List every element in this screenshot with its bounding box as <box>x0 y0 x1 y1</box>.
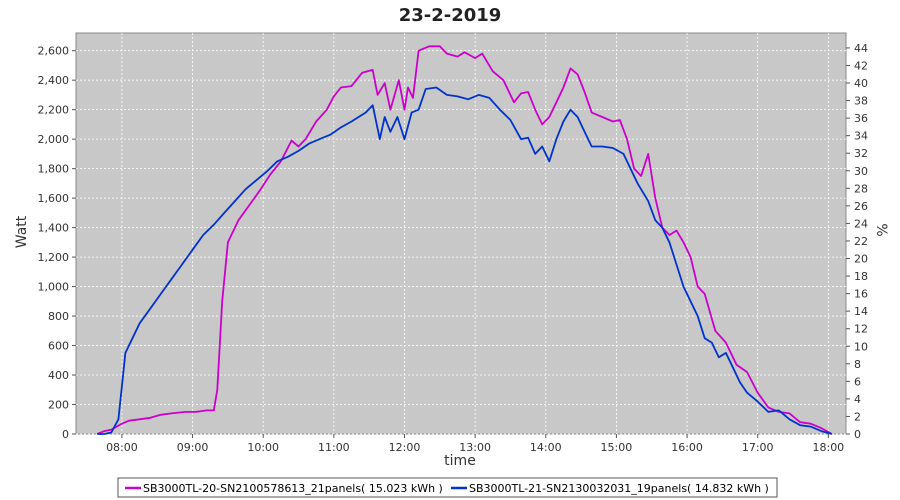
y2-tick-label: 38 <box>854 95 868 108</box>
y2-tick-label: 42 <box>854 59 868 72</box>
y2-tick-label: 18 <box>854 270 868 283</box>
legend: SB3000TL-20-SN2100578613_21panels( 15.02… <box>117 477 778 498</box>
y2-tick-label: 34 <box>854 130 868 143</box>
y-axis-left: 0 200 400 600 800 1,000 1,200 1,400 1,600 1,800 2,… <box>38 45 76 441</box>
x-tick-label: 11:00 <box>318 441 350 454</box>
y2-tick-label: 8 <box>854 358 861 371</box>
x-tick-label: 12:00 <box>389 441 421 454</box>
y-tick-label: 1,400 <box>38 222 70 235</box>
series-line-2 <box>97 86 833 435</box>
y-tick-label: 2,000 <box>38 133 70 146</box>
y2-tick-label: 24 <box>854 217 868 230</box>
chart-title: 23-2-2019 <box>399 5 502 26</box>
y2-tick-label: 28 <box>854 182 868 195</box>
y-axis-right: 0246810121416182022242628303234363840424… <box>846 42 868 441</box>
y2-tick-label: 40 <box>854 77 868 90</box>
y-tick-label: 800 <box>48 310 69 323</box>
y2-tick-label: 44 <box>854 42 868 55</box>
legend-label-1: SB3000TL-20-SN2100578613_21panels( 15.02… <box>143 482 443 495</box>
x-tick-label: 13:00 <box>459 441 491 454</box>
y2-tick-label: 16 <box>854 288 868 301</box>
y-tick-label: 2,600 <box>38 45 70 58</box>
series-line-1 <box>96 45 833 435</box>
y2-tick-label: 30 <box>854 165 868 178</box>
y-tick-label: 1,800 <box>38 163 70 176</box>
y-axis-label: Watt <box>14 215 30 248</box>
y2-tick-label: 12 <box>854 323 868 336</box>
y2-tick-label: 20 <box>854 253 868 266</box>
y2-tick-label: 26 <box>854 200 868 213</box>
y2-tick-label: 14 <box>854 305 868 318</box>
y-tick-label: 1,000 <box>38 281 70 294</box>
x-tick-label: 15:00 <box>601 441 633 454</box>
y2-tick-label: 6 <box>854 375 861 388</box>
y2-tick-label: 0 <box>854 428 861 441</box>
y2-tick-label: 22 <box>854 235 868 248</box>
legend-label-2: SB3000TL-21-SN2130032031_19panels( 14.83… <box>469 482 769 495</box>
y2-tick-label: 2 <box>854 410 861 423</box>
y-tick-label: 200 <box>48 399 69 412</box>
x-tick-label: 14:00 <box>530 441 562 454</box>
y2-tick-label: 4 <box>854 393 861 406</box>
y-tick-label: 1,200 <box>38 251 70 264</box>
y-tick-label: 0 <box>62 428 69 441</box>
y-tick-label: 1,600 <box>38 192 70 205</box>
y2-tick-label: 10 <box>854 340 868 353</box>
x-tick-label: 10:00 <box>247 441 279 454</box>
plot-area <box>75 32 847 435</box>
x-tick-label: 18:00 <box>812 441 844 454</box>
x-tick-label: 17:00 <box>742 441 774 454</box>
legend-box <box>117 477 778 498</box>
y-tick-label: 400 <box>48 369 69 382</box>
x-tick-label: 09:00 <box>177 441 209 454</box>
x-axis: 08:00 09:00 10:00 11:00 12:00 13:00 14:00 15:00… <box>106 434 844 454</box>
y-tick-label: 600 <box>48 340 69 353</box>
x-tick-label: 16:00 <box>671 441 703 454</box>
y2-tick-label: 32 <box>854 147 868 160</box>
y2-tick-label: 36 <box>854 112 868 125</box>
x-tick-label: 08:00 <box>106 441 138 454</box>
x-axis-label: time <box>444 453 476 469</box>
series-layer <box>96 45 833 435</box>
y2-axis-label: % <box>873 223 889 236</box>
gridlines <box>76 33 846 435</box>
y-tick-label: 2,200 <box>38 104 70 117</box>
y-tick-label: 2,400 <box>38 74 70 87</box>
